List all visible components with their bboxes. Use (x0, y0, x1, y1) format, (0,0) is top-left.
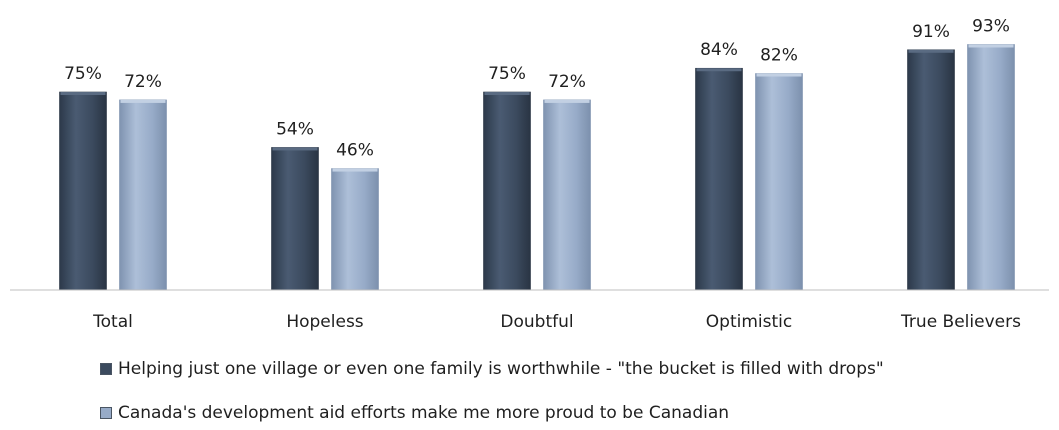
bar-cap-optimistic-series-2 (756, 73, 802, 77)
bar-cap-true-believers-series-1 (908, 49, 954, 53)
legend-item-series-2: Canada's development aid efforts make me… (100, 403, 729, 423)
bar-doubtful-series-1 (483, 91, 531, 291)
bar-cap-total-series-2 (120, 99, 166, 103)
bar-true-believers-series-2 (967, 44, 1015, 291)
data-label-total-series-2: 72% (124, 72, 162, 92)
bars-layer (59, 44, 1015, 291)
bar-total-series-2 (119, 99, 167, 291)
x-tick-label-optimistic: Optimistic (706, 312, 792, 332)
data-label-optimistic-series-1: 84% (700, 40, 738, 60)
bar-doubtful-series-2 (543, 99, 591, 291)
data-label-optimistic-series-2: 82% (760, 46, 798, 66)
x-tick-labels-layer: Total Hopeless Doubtful Optimistic True Beli… (92, 312, 1021, 332)
bar-total-series-1 (59, 91, 107, 291)
data-label-total-series-1: 75% (64, 64, 102, 84)
bar-hopeless-series-2 (331, 168, 379, 291)
data-labels-layer: 75% 72% 54% 46% 75% 72% 84% 82% 91% 93% (64, 16, 1010, 160)
legend-item-series-1: Helping just one village or even one fam… (100, 359, 884, 379)
bar-cap-hopeless-series-2 (332, 168, 378, 172)
legend-label-series-2: Canada's development aid efforts make me… (118, 403, 730, 423)
bar-cap-true-believers-series-2 (968, 44, 1014, 48)
bar-optimistic-series-2 (755, 73, 803, 291)
x-tick-label-hopeless: Hopeless (286, 312, 363, 332)
data-label-doubtful-series-2: 72% (548, 72, 586, 92)
x-tick-label-doubtful: Doubtful (500, 312, 573, 332)
data-label-doubtful-series-1: 75% (488, 64, 526, 84)
bar-cap-hopeless-series-1 (272, 147, 318, 151)
legend-label-series-1: Helping just one village or even one fam… (118, 359, 884, 379)
data-label-true-believers-series-2: 93% (972, 16, 1010, 36)
data-label-true-believers-series-1: 91% (912, 22, 950, 42)
data-label-hopeless-series-1: 54% (276, 119, 314, 139)
bar-optimistic-series-1 (695, 67, 743, 291)
bar-cap-optimistic-series-1 (696, 68, 742, 72)
bar-hopeless-series-1 (271, 147, 319, 291)
x-tick-label-total: Total (92, 312, 133, 332)
legend-swatch-series-1 (100, 363, 112, 375)
x-tick-label-true-believers: True Believers (900, 312, 1021, 332)
bar-cap-doubtful-series-2 (544, 99, 590, 103)
bar-cap-doubtful-series-1 (484, 92, 530, 95)
legend-swatch-series-2 (100, 407, 112, 419)
bar-true-believers-series-1 (907, 49, 955, 291)
data-label-hopeless-series-2: 46% (336, 141, 374, 161)
bar-cap-total-series-1 (60, 92, 106, 95)
